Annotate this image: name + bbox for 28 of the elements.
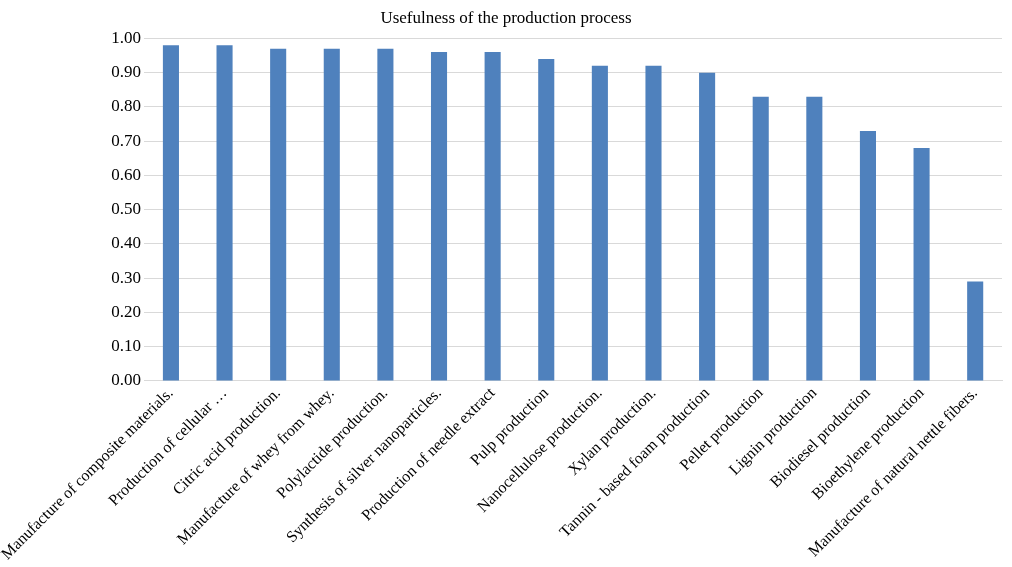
chart-title: Usefulness of the production process: [380, 7, 632, 27]
bar: [430, 52, 448, 381]
bar: [484, 52, 501, 381]
bar: [270, 48, 287, 381]
bar: [752, 96, 769, 381]
bar: [377, 48, 394, 381]
bar: [162, 45, 179, 381]
bar: [591, 65, 608, 381]
y-tick-label: 0.60: [111, 164, 142, 184]
y-tick-label: 0.90: [111, 62, 142, 82]
bar: [967, 281, 984, 381]
y-tick-label: 0.00: [111, 370, 142, 390]
y-tick-label: 0.80: [111, 96, 142, 116]
y-tick-label: 0.20: [111, 301, 142, 321]
bar: [806, 96, 823, 381]
bar: [538, 58, 555, 381]
bar: [699, 72, 716, 381]
y-tick-label: 0.70: [111, 130, 142, 150]
y-tick-label: 0.10: [111, 336, 142, 356]
y-tick-label: 0.30: [111, 267, 142, 287]
bar: [645, 65, 662, 381]
bar: [913, 148, 930, 381]
bar: [216, 45, 233, 381]
bar: [859, 130, 876, 381]
y-tick-label: 0.40: [111, 233, 142, 253]
bar: [323, 48, 340, 381]
y-tick-label: 0.50: [111, 199, 142, 219]
y-tick-label: 1.00: [111, 27, 142, 47]
